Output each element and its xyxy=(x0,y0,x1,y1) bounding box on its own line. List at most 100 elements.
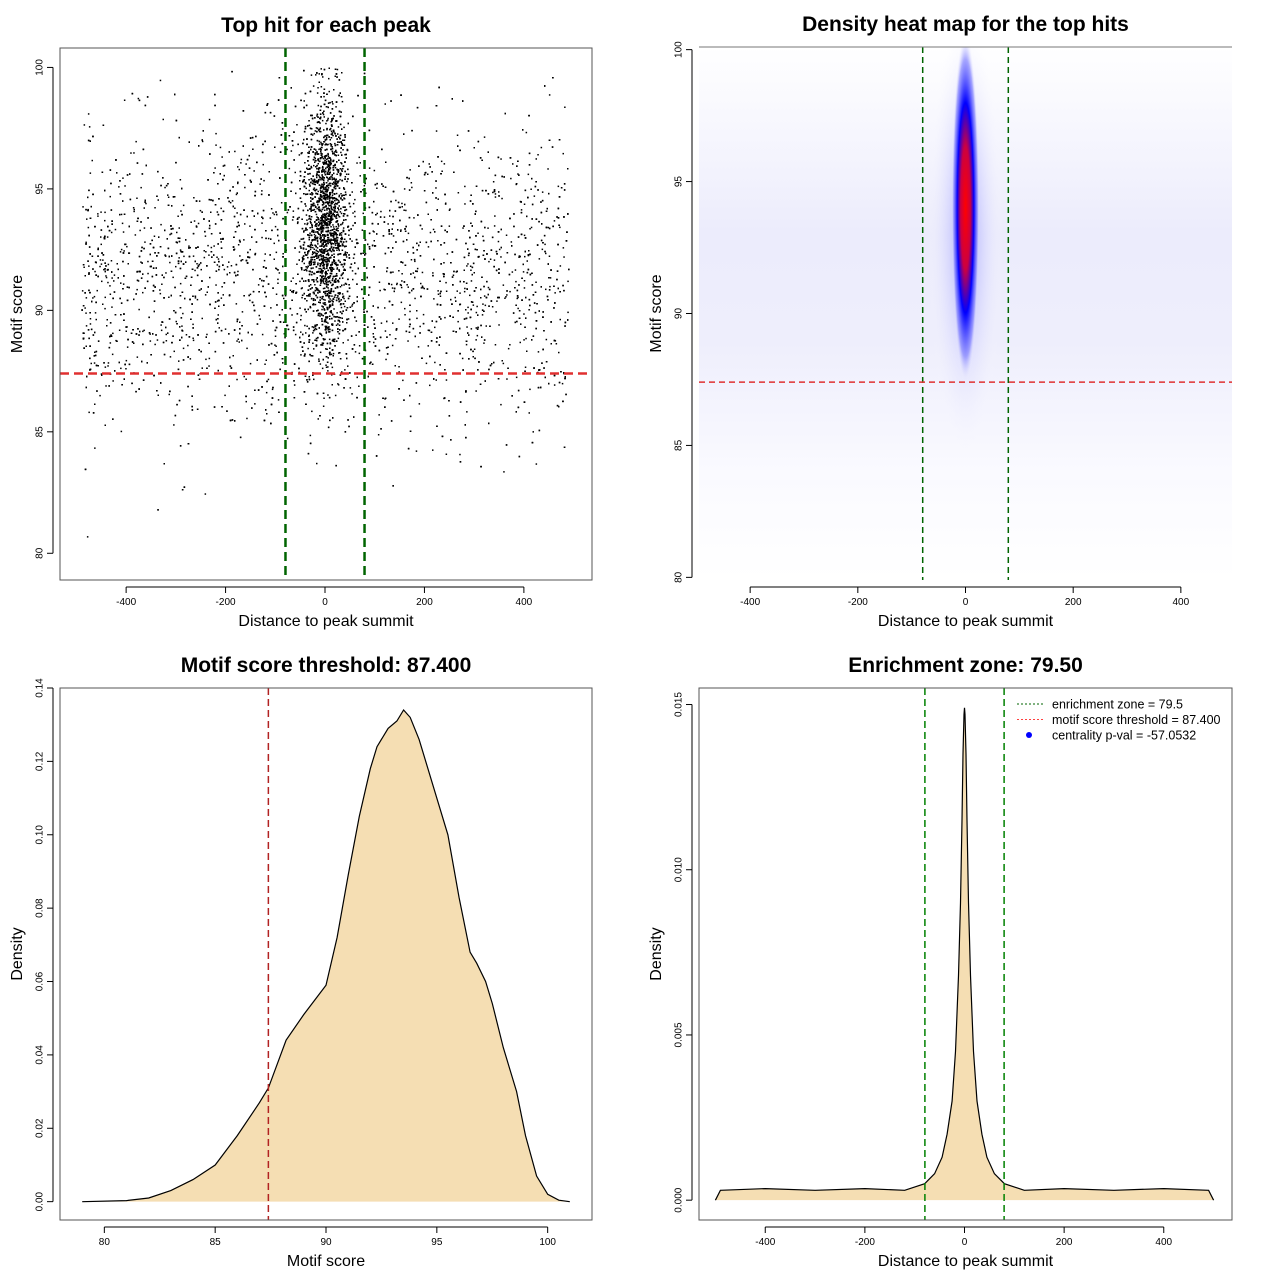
data-point xyxy=(390,251,392,253)
data-point xyxy=(92,334,95,336)
data-point xyxy=(301,296,303,299)
data-point xyxy=(322,298,325,301)
data-point xyxy=(559,265,562,267)
data-point xyxy=(545,210,548,212)
data-point xyxy=(183,255,185,258)
data-point xyxy=(322,262,325,265)
data-point xyxy=(330,289,332,291)
data-point xyxy=(558,351,560,354)
data-point xyxy=(167,194,169,196)
data-point xyxy=(153,235,156,237)
data-point xyxy=(133,208,135,211)
data-point xyxy=(85,345,87,347)
data-point xyxy=(278,272,281,274)
data-point xyxy=(538,258,541,260)
data-point xyxy=(439,295,442,297)
data-point xyxy=(430,331,433,333)
data-point xyxy=(564,376,566,378)
data-point xyxy=(270,307,272,309)
data-point xyxy=(443,262,445,264)
data-point xyxy=(323,277,326,280)
data-point xyxy=(328,77,330,80)
data-point xyxy=(266,103,269,105)
data-point xyxy=(139,330,141,333)
data-point xyxy=(136,356,139,358)
data-point xyxy=(268,171,270,173)
data-point xyxy=(320,146,323,149)
data-point xyxy=(282,362,284,364)
data-point xyxy=(82,206,84,208)
data-point xyxy=(467,263,469,265)
data-point xyxy=(262,163,264,166)
data-point xyxy=(475,339,477,341)
data-point xyxy=(133,152,135,154)
data-point xyxy=(465,343,468,346)
data-point xyxy=(104,296,106,299)
data-point xyxy=(435,130,438,132)
data-point xyxy=(504,297,506,299)
data-point xyxy=(530,226,533,229)
data-point xyxy=(535,327,537,330)
data-point xyxy=(307,152,309,154)
data-point xyxy=(314,157,316,160)
data-point xyxy=(351,305,353,307)
data-point xyxy=(241,311,244,313)
data-point xyxy=(208,254,210,256)
data-point xyxy=(330,310,332,312)
data-point xyxy=(312,246,314,249)
data-point xyxy=(113,274,116,276)
data-point xyxy=(337,223,339,225)
data-point xyxy=(557,185,560,188)
data-point xyxy=(120,248,123,251)
data-point xyxy=(100,263,103,265)
data-point xyxy=(238,341,240,343)
data-point xyxy=(114,228,117,231)
data-point xyxy=(111,277,113,279)
data-point xyxy=(316,222,318,225)
data-point xyxy=(340,169,343,171)
data-point xyxy=(97,215,99,217)
data-point xyxy=(530,188,532,190)
data-point xyxy=(525,131,528,134)
data-point xyxy=(466,265,468,267)
data-point xyxy=(321,226,323,229)
data-point xyxy=(263,259,266,262)
data-point xyxy=(328,223,331,225)
data-point xyxy=(273,242,275,245)
data-point xyxy=(185,334,188,336)
data-point xyxy=(310,197,312,199)
data-point xyxy=(356,162,358,164)
data-point xyxy=(215,284,217,286)
data-point xyxy=(445,281,447,284)
data-point xyxy=(317,104,320,107)
data-point xyxy=(240,259,242,262)
data-point xyxy=(125,368,127,370)
data-point xyxy=(110,231,113,234)
data-point xyxy=(309,295,311,297)
data-point xyxy=(376,212,378,215)
data-point xyxy=(317,270,320,273)
data-point xyxy=(488,167,490,169)
data-point xyxy=(312,134,314,136)
data-point xyxy=(133,210,135,213)
data-point xyxy=(559,226,561,229)
data-point xyxy=(125,359,128,362)
data-point xyxy=(95,318,97,321)
data-point xyxy=(407,340,409,342)
data-point xyxy=(109,169,112,171)
data-point xyxy=(335,236,338,238)
data-point xyxy=(88,411,90,414)
data-point xyxy=(178,227,180,229)
data-point xyxy=(88,272,90,274)
data-point xyxy=(138,308,140,311)
data-point xyxy=(320,238,322,241)
data-point xyxy=(432,228,435,231)
data-point xyxy=(390,283,393,286)
data-point xyxy=(410,182,413,184)
data-point xyxy=(489,325,491,327)
data-point xyxy=(308,179,310,181)
data-point xyxy=(491,363,493,365)
data-point xyxy=(101,280,103,283)
data-point xyxy=(398,366,400,368)
data-point xyxy=(462,227,464,229)
